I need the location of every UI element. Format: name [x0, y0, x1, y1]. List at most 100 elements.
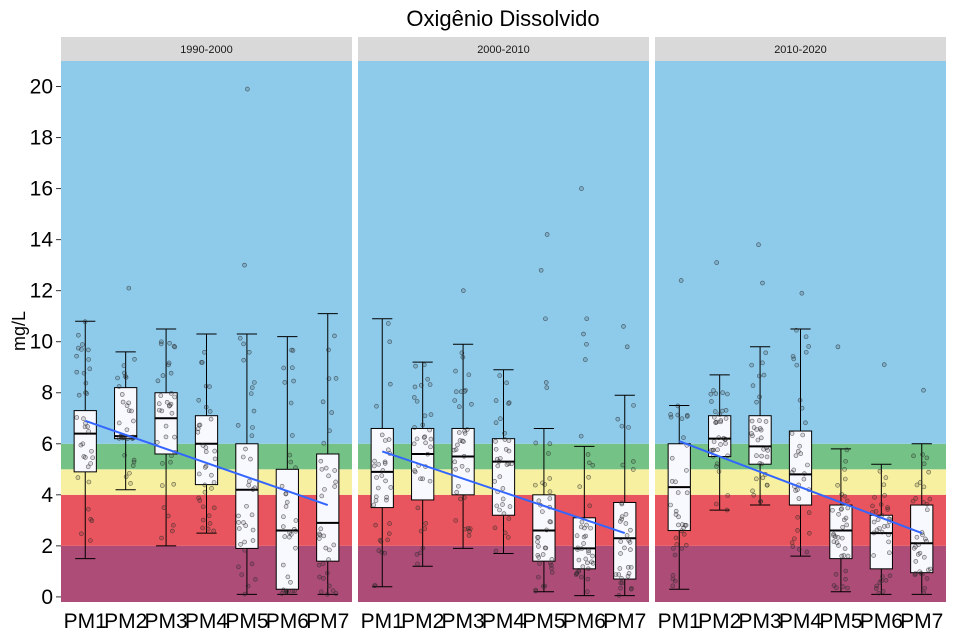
- data-point: [883, 578, 889, 583]
- data-point: [806, 510, 812, 515]
- data-point: [574, 533, 580, 539]
- outlier-point: [881, 362, 887, 367]
- trend-line: [381, 450, 626, 535]
- data-point: [761, 446, 766, 452]
- data-point: [669, 455, 675, 461]
- data-point: [195, 429, 201, 435]
- y-tick-label: 2: [41, 535, 53, 558]
- data-point: [832, 534, 838, 539]
- data-point: [319, 466, 325, 472]
- data-point: [548, 560, 553, 566]
- data-point: [927, 496, 933, 502]
- outlier-point: [678, 278, 684, 283]
- data-point: [384, 494, 389, 500]
- data-point: [412, 384, 418, 390]
- data-point: [293, 518, 299, 523]
- data-point: [427, 427, 432, 433]
- data-point: [252, 380, 257, 385]
- box-body: [572, 517, 596, 570]
- data-point: [203, 449, 209, 455]
- data-point: [913, 559, 919, 564]
- data-point: [279, 591, 285, 596]
- data-point: [287, 452, 293, 458]
- data-point: [749, 418, 755, 424]
- data-point: [840, 584, 846, 590]
- data-point: [200, 525, 205, 531]
- data-point: [332, 468, 338, 473]
- x-tick-label: PM7: [900, 610, 943, 633]
- data-point: [795, 528, 800, 533]
- data-point: [547, 489, 553, 495]
- data-point: [542, 545, 548, 551]
- y-tick-label: 6: [41, 433, 53, 456]
- data-point: [533, 588, 538, 594]
- x-tick-label: PM6: [266, 610, 309, 633]
- data-point: [246, 478, 252, 484]
- data-point: [509, 461, 514, 467]
- data-point: [685, 413, 690, 418]
- data-point: [235, 423, 241, 428]
- data-point: [502, 437, 508, 442]
- data-point: [211, 505, 217, 511]
- data-point: [83, 390, 88, 395]
- data-point: [763, 419, 769, 424]
- data-point: [918, 571, 924, 576]
- data-point: [123, 375, 129, 380]
- data-point: [196, 495, 201, 501]
- data-point: [74, 369, 80, 375]
- data-point: [243, 446, 248, 452]
- data-point: [469, 401, 474, 407]
- box-PM4: [491, 369, 516, 555]
- data-point: [279, 483, 285, 489]
- data-point: [372, 458, 377, 464]
- data-point: [613, 572, 619, 577]
- data-point: [913, 496, 918, 501]
- data-point: [156, 401, 162, 407]
- data-point: [126, 408, 132, 413]
- data-point: [413, 363, 418, 369]
- data-point: [202, 349, 207, 355]
- outlier-point: [714, 260, 719, 265]
- data-point: [456, 430, 462, 435]
- x-tick-label: PM5: [819, 610, 862, 633]
- data-point: [751, 493, 757, 498]
- box-PM5: [235, 86, 259, 597]
- data-point: [585, 576, 591, 582]
- data-point: [627, 540, 633, 545]
- data-point: [914, 482, 920, 488]
- data-point: [924, 455, 930, 461]
- data-point: [749, 431, 754, 436]
- data-point: [546, 451, 551, 456]
- data-point: [723, 416, 729, 421]
- data-point: [124, 427, 130, 433]
- data-point: [586, 566, 591, 572]
- outlier-point: [624, 344, 630, 350]
- data-point: [287, 530, 293, 535]
- data-point: [212, 456, 218, 462]
- data-point: [81, 454, 87, 459]
- data-point: [757, 418, 762, 423]
- data-point: [159, 408, 165, 414]
- data-point: [236, 564, 241, 570]
- data-point: [755, 437, 761, 443]
- data-point: [171, 343, 177, 349]
- trend-line: [84, 419, 329, 506]
- data-point: [789, 540, 795, 545]
- data-point: [795, 514, 800, 520]
- data-point: [882, 524, 887, 529]
- data-point: [319, 493, 325, 499]
- data-point: [497, 507, 502, 513]
- data-point: [803, 349, 809, 355]
- data-point: [243, 523, 248, 528]
- box-PM5: [532, 232, 556, 594]
- data-point: [291, 378, 296, 384]
- outlier-point: [584, 341, 589, 347]
- data-point: [590, 462, 596, 468]
- data-point: [676, 514, 681, 520]
- data-point: [831, 531, 836, 537]
- data-point: [536, 498, 542, 504]
- data-point: [716, 469, 722, 474]
